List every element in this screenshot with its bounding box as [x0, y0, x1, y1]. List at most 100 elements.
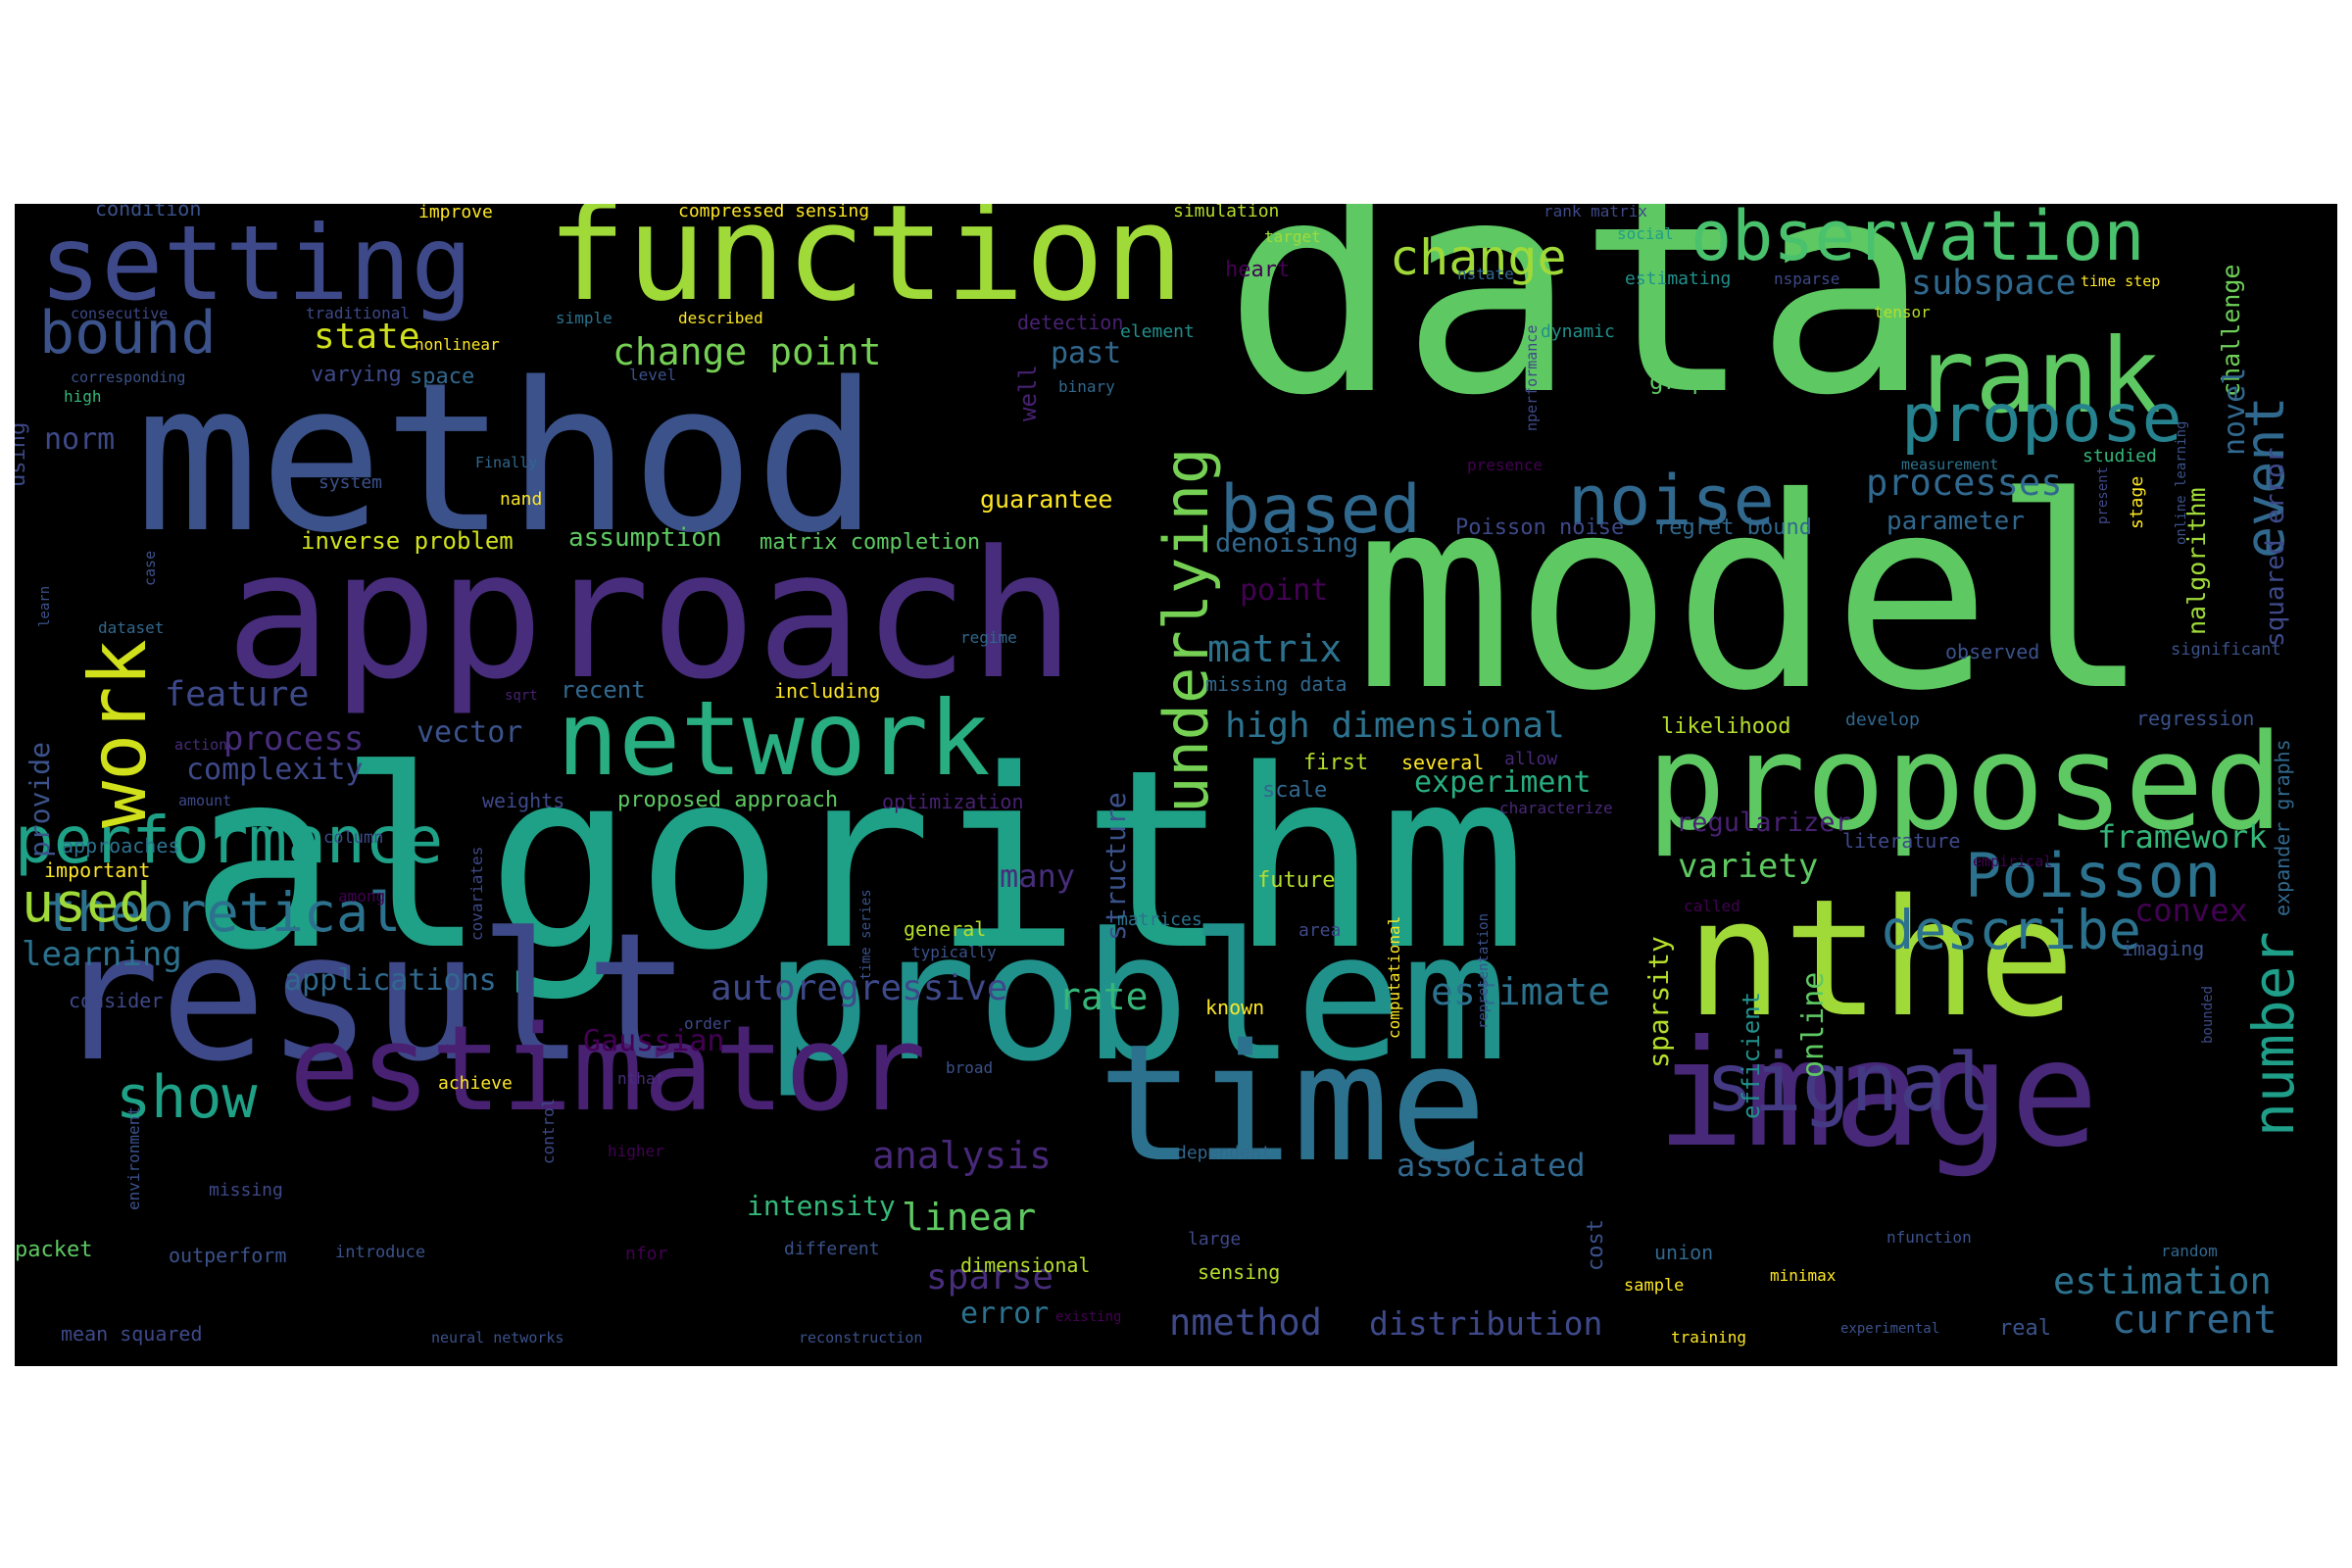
word-past: past: [1051, 336, 1121, 370]
word-called: called: [1684, 897, 1740, 915]
word-random: random: [2161, 1242, 2218, 1260]
word-outperform: outperform: [169, 1244, 286, 1267]
word-general: general: [904, 917, 986, 941]
word-social: social: [1617, 224, 1674, 243]
word-autoregressive: autoregressive: [710, 968, 1007, 1008]
word-introduce: introduce: [335, 1243, 425, 1262]
word-many: many: [1000, 858, 1075, 895]
word-detection: detection: [1017, 311, 1123, 334]
word-sqrt: sqrt: [505, 688, 538, 704]
word-empirical: empirical: [1973, 853, 2052, 870]
word-studied: studied: [2082, 446, 2157, 466]
word-nthat: nthat: [617, 1069, 664, 1088]
word-develop: develop: [1845, 710, 1920, 730]
word-large: large: [1188, 1229, 1241, 1250]
word-including: including: [774, 679, 880, 703]
word-time-series: time series: [858, 889, 874, 980]
word-matrix-completion: matrix completion: [760, 530, 980, 555]
word-amount: amount: [178, 792, 231, 809]
word-target: target: [1264, 227, 1321, 246]
word-control: control: [539, 1099, 558, 1164]
word-number: number: [2240, 931, 2307, 1137]
word-point: point: [1240, 573, 1328, 608]
word-noise: noise: [1568, 461, 1775, 541]
word-describe: describe: [1882, 899, 2141, 961]
word-stage: stage: [2127, 476, 2147, 529]
word-training: training: [1671, 1328, 1746, 1347]
word-result: result: [54, 896, 691, 1101]
word-nalgorithm: nalgorithm: [2182, 487, 2211, 635]
word-system: system: [318, 472, 382, 493]
word-assumption: assumption: [568, 523, 722, 553]
word-analysis: analysis: [872, 1134, 1052, 1177]
word-characterize: characterize: [1499, 799, 1613, 817]
word-proposed-approach: proposed approach: [617, 788, 838, 812]
word-norm: norm: [44, 422, 115, 457]
word-distribution: distribution: [1369, 1304, 1602, 1343]
word-future: future: [1257, 868, 1335, 893]
word-estimate: estimate: [1431, 970, 1610, 1013]
word-estimation: estimation: [2053, 1260, 2272, 1302]
word-experiment: experiment: [1414, 765, 1592, 800]
word-environment: environment: [124, 1106, 143, 1210]
word-simulation: simulation: [1173, 204, 1279, 221]
word-regime: regime: [960, 628, 1017, 647]
word-packet: packet: [15, 1238, 92, 1262]
word-regression: regression: [2136, 707, 2254, 730]
word-current: current: [2112, 1298, 2278, 1343]
word-well: well: [1014, 365, 1042, 421]
word-denoising: denoising: [1215, 528, 1358, 559]
word-weights: weights: [482, 789, 564, 812]
word-likelihood: likelihood: [1661, 714, 1790, 739]
word-consecutive: consecutive: [71, 305, 168, 322]
word-compressed-sensing: compressed sensing: [678, 204, 869, 221]
word-nstate: nstate: [1457, 265, 1514, 283]
word-nand: nand: [500, 489, 542, 510]
word-approaches: approaches: [62, 834, 179, 858]
word-structure: structure: [1100, 792, 1132, 941]
word-poisson-noise: Poisson noise: [1455, 515, 1624, 540]
word-binary: binary: [1058, 377, 1115, 396]
word-among: among: [338, 887, 385, 906]
word-method: method: [135, 338, 879, 578]
word-tensor: tensor: [1874, 303, 1931, 321]
word-rate: rate: [1058, 975, 1149, 1018]
word-rank-matrix: rank matrix: [1544, 204, 1647, 220]
word-existing: existing: [1055, 1309, 1121, 1325]
word-known: known: [1205, 996, 1264, 1019]
word-variety: variety: [1678, 847, 1818, 886]
word-high-dimensional: high dimensional: [1225, 706, 1565, 746]
word-novel: novel: [2218, 368, 2252, 456]
word-achieve: achieve: [438, 1073, 513, 1094]
word-poisson: Poisson: [1965, 840, 2221, 911]
word-gaussian: Gaussian: [583, 1024, 725, 1058]
word-parameter: parameter: [1886, 507, 2025, 536]
word-challenge: challenge: [2217, 265, 2245, 397]
word-finally: Finally: [475, 454, 537, 471]
word-performance: performance: [15, 803, 443, 878]
word-sparsity: sparsity: [1642, 936, 1675, 1068]
word-used: used: [22, 871, 151, 934]
word-nperformance: nperformance: [1523, 325, 1541, 431]
word-image: image: [1656, 1009, 2099, 1180]
word-improve: improve: [418, 204, 493, 222]
word-problem: problem: [764, 896, 1508, 1101]
word-process: process: [223, 719, 364, 759]
word-nsparse: nsparse: [1774, 270, 1839, 288]
word-proposed: proposed: [1646, 706, 2283, 859]
word-important: important: [44, 858, 150, 882]
word-vector: vector: [416, 715, 522, 750]
word-matrices: matrices: [1117, 909, 1202, 930]
word-time: time: [1098, 1009, 1487, 1198]
word-consider: consider: [69, 989, 163, 1012]
word-associated: associated: [1396, 1147, 1586, 1184]
word-condition: condition: [95, 204, 201, 220]
word-reconstruction: reconstruction: [799, 1329, 922, 1347]
word-nthe: nthe: [1686, 864, 2075, 1053]
word-measurement: measurement: [1901, 456, 1998, 473]
word-observation: observation: [1690, 204, 2145, 276]
word-nfunction: nfunction: [1886, 1228, 1972, 1247]
word-provide: provide: [24, 742, 56, 858]
word-nonlinear: nonlinear: [415, 335, 500, 354]
word-regret-bound: regret bound: [1656, 515, 1812, 540]
